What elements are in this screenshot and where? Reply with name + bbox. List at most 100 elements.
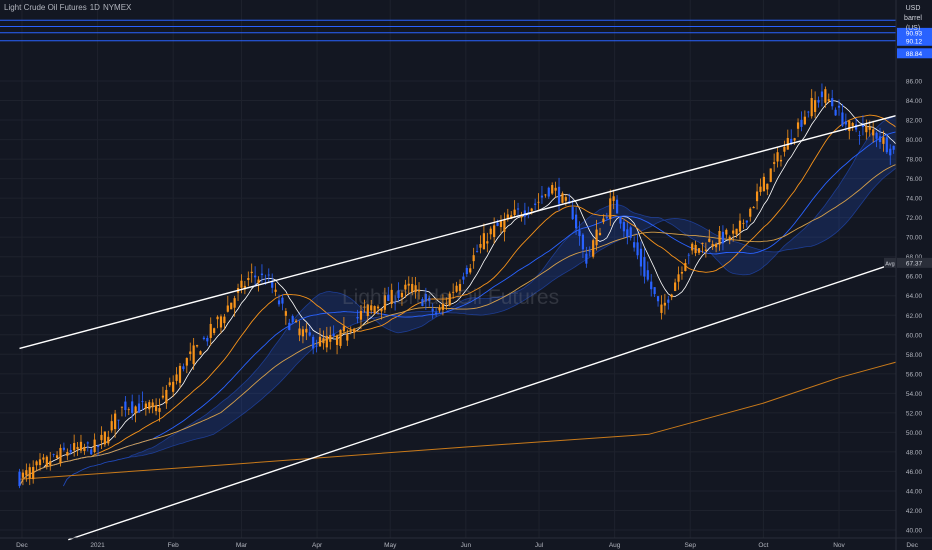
candle: [281, 294, 284, 311]
candle-body: [465, 267, 468, 275]
symbol-name[interactable]: Light Crude Oil Futures: [4, 3, 87, 12]
channel-lower-line[interactable]: [68, 22, 932, 541]
fibonacci-levels[interactable]: 0(83.37)0.236(84.46)0.382(85.46)0.5(85.1…: [0, 15, 932, 107]
parallel-channel[interactable]: [19, 0, 932, 541]
unit-label[interactable]: USD barrel (US): [896, 4, 930, 34]
candle-body: [684, 263, 687, 271]
candle-body: [452, 291, 455, 293]
candle-body: [178, 365, 182, 383]
candle-body: [342, 326, 346, 332]
y-tick-label: 62.00: [906, 313, 923, 320]
price-badge: 90.12: [897, 35, 932, 46]
y-tick-label: 74.00: [906, 196, 923, 203]
candle: [428, 295, 431, 307]
candle: [810, 89, 813, 119]
candle-body: [827, 99, 830, 101]
candle: [103, 431, 106, 447]
candle-body: [59, 447, 62, 464]
interval-label[interactable]: 1D: [89, 3, 100, 12]
candle: [342, 317, 346, 334]
candle: [250, 263, 253, 283]
x-tick-label: Mar: [236, 542, 248, 549]
avg-badge-box: [897, 257, 932, 268]
candle-body: [462, 276, 465, 280]
candle: [704, 242, 707, 258]
candle: [291, 314, 294, 325]
candle: [25, 463, 28, 482]
candle: [656, 295, 660, 307]
candle: [479, 235, 482, 254]
candle-body: [438, 307, 441, 311]
candle-body: [247, 277, 250, 281]
candle-body: [820, 91, 824, 98]
candle-body: [868, 126, 871, 130]
candle-body: [254, 275, 257, 278]
candle-body: [865, 126, 868, 133]
candle-body: [219, 316, 223, 328]
candle: [441, 294, 445, 316]
candle-body: [45, 456, 48, 467]
candle: [790, 129, 793, 146]
candle-body: [434, 312, 438, 315]
candle-body: [646, 270, 649, 280]
candle: [520, 211, 523, 222]
y-tick-label: 84.00: [906, 98, 923, 105]
x-tick-label: Apr: [312, 542, 323, 549]
candle-body: [154, 405, 158, 412]
candle: [277, 294, 281, 307]
candle-body: [301, 329, 305, 337]
candle-body: [633, 242, 636, 248]
candle-body: [773, 162, 776, 164]
x-tick-label: Oct: [758, 542, 768, 549]
price-badge-value: 90.93: [906, 30, 923, 37]
candle-body: [725, 229, 728, 235]
candle-body: [530, 208, 533, 211]
candle: [759, 178, 762, 196]
candle: [612, 189, 615, 210]
candle-body: [615, 199, 619, 214]
price-badge: 88.84: [897, 48, 932, 59]
candle-body: [728, 236, 731, 241]
candle: [404, 279, 407, 298]
candle: [32, 460, 35, 484]
candle: [76, 442, 79, 456]
channel-upper-line[interactable]: [19, 0, 932, 350]
candle: [52, 453, 55, 458]
candle-body: [858, 135, 861, 136]
candle-body: [445, 302, 448, 304]
candle: [49, 452, 52, 471]
candle-body: [137, 403, 141, 413]
candle: [370, 299, 373, 315]
candle-body: [417, 289, 421, 292]
x-tick-label: May: [384, 542, 397, 549]
price-axis[interactable]: 40.00 42.00 44.00 46.00 48.00 50.00 52.00 54.00…: [895, 0, 932, 550]
candle: [407, 276, 410, 296]
candle: [858, 130, 861, 145]
candle: [663, 293, 666, 315]
candle-body: [513, 209, 516, 215]
candle: [69, 444, 72, 455]
candle: [288, 318, 291, 331]
candle: [55, 451, 59, 460]
candle-body: [749, 208, 752, 217]
candle: [260, 264, 264, 283]
candle-body: [411, 283, 414, 293]
candle: [537, 193, 540, 212]
candle: [294, 319, 298, 324]
candle-body: [267, 274, 270, 276]
candle: [445, 297, 448, 310]
candle-body: [175, 374, 178, 381]
candle: [192, 337, 195, 370]
candle-body: [199, 351, 202, 355]
y-tick-label: 78.00: [906, 157, 923, 164]
candle: [434, 307, 438, 317]
time-axis[interactable]: Dec 2021 Feb Mar Apr May Jun Jul Aug Sep Oct Nov Dec…: [0, 537, 932, 549]
candle-body: [796, 122, 800, 129]
candle: [595, 219, 598, 251]
candle-body: [332, 333, 335, 336]
candle-body: [366, 304, 369, 317]
candle-body: [209, 323, 212, 338]
candle: [803, 110, 806, 126]
candle-body: [534, 203, 537, 205]
